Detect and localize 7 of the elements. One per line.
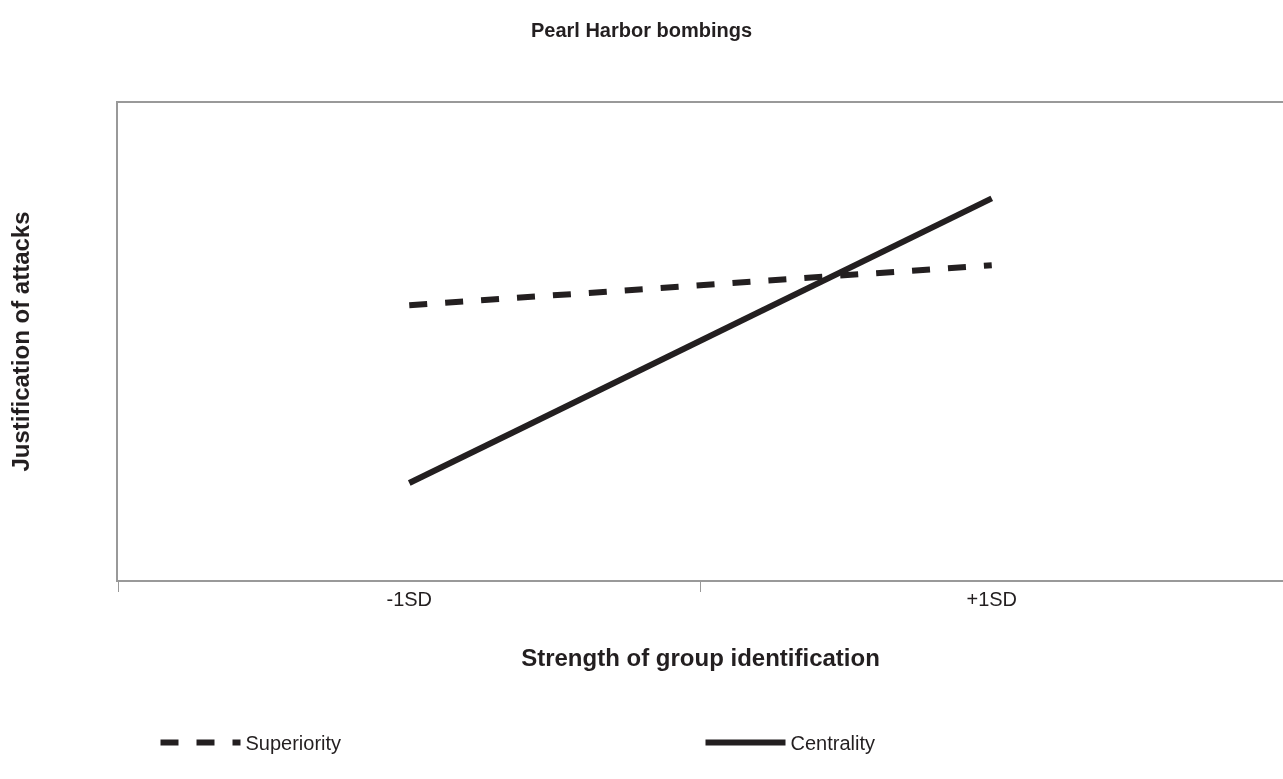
x-tick-label: -1SD bbox=[386, 588, 433, 610]
legend-label: Centrality bbox=[790, 732, 875, 755]
x-axis-title: Strength of group identification bbox=[521, 643, 880, 671]
y-axis-title: Justification of attacks bbox=[6, 211, 34, 472]
x-tick-label: +1SD bbox=[966, 588, 1018, 610]
chart-title: Pearl Harbor bombings bbox=[530, 19, 753, 42]
legend-label: Superiority bbox=[245, 732, 342, 755]
